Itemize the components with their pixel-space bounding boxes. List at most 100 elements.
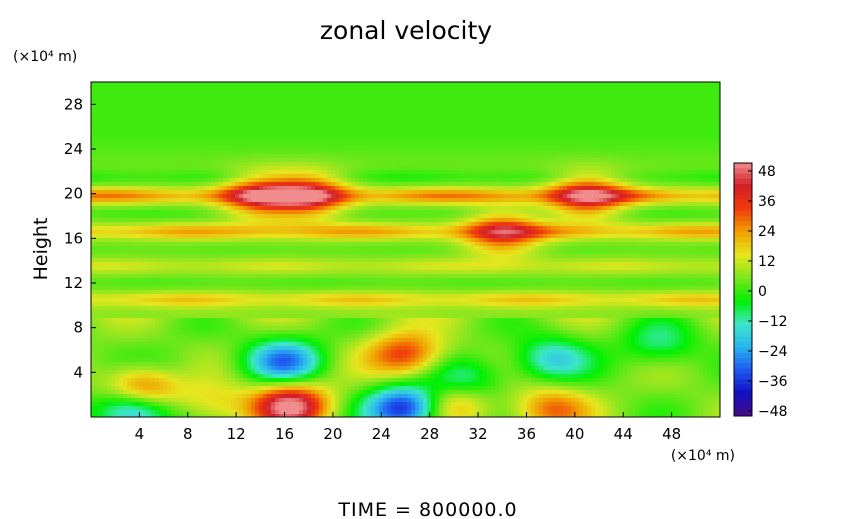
heatmap-cell (159, 202, 164, 207)
heatmap-cell (467, 186, 472, 191)
heatmap-cell (227, 198, 232, 203)
heatmap-cell (223, 110, 228, 115)
heatmap-cell (647, 146, 652, 151)
heatmap-cell (111, 190, 116, 195)
heatmap-cell (183, 190, 188, 195)
heatmap-cell (139, 82, 144, 87)
heatmap-cell (331, 158, 336, 163)
heatmap-cell (419, 102, 424, 107)
heatmap-cell (231, 110, 236, 115)
heatmap-cell (451, 162, 456, 167)
heatmap-cell (203, 130, 208, 135)
heatmap-cell (219, 150, 224, 155)
heatmap-cell (639, 138, 644, 143)
heatmap-cell (155, 150, 160, 155)
heatmap-cell (259, 174, 264, 179)
heatmap-cell (379, 146, 384, 151)
heatmap-cell (235, 166, 240, 171)
heatmap-cell (663, 186, 668, 191)
heatmap-cell (359, 98, 364, 103)
heatmap-cell (639, 150, 644, 155)
heatmap-cell (455, 82, 460, 87)
heatmap-cell (343, 106, 348, 111)
heatmap-cell (547, 146, 552, 151)
heatmap-cell (643, 118, 648, 123)
heatmap-cell (199, 106, 204, 111)
heatmap-cell (499, 170, 504, 175)
heatmap-cell (327, 178, 332, 183)
heatmap-cell (291, 146, 296, 151)
heatmap-cell (359, 86, 364, 91)
heatmap-cell (503, 122, 508, 127)
heatmap-cell (587, 154, 592, 159)
heatmap-cell (499, 198, 504, 203)
heatmap-cell (187, 86, 192, 91)
heatmap-cell (287, 174, 292, 179)
heatmap-cell (587, 90, 592, 95)
heatmap-cell (127, 82, 132, 87)
heatmap-cell (223, 198, 228, 203)
heatmap-cell (591, 170, 596, 175)
heatmap-cell (715, 142, 720, 147)
heatmap-cell (563, 86, 568, 91)
heatmap-cell (503, 86, 508, 91)
heatmap-cell (359, 138, 364, 143)
heatmap-cell (631, 94, 636, 99)
heatmap-cell (195, 94, 200, 99)
heatmap-cell (591, 122, 596, 127)
heatmap-cell (587, 82, 592, 87)
heatmap-cell (191, 114, 196, 119)
heatmap-cell (439, 166, 444, 171)
heatmap-cell (107, 166, 112, 171)
heatmap-cell (203, 82, 208, 87)
heatmap-cell (139, 118, 144, 123)
heatmap-cell (635, 142, 640, 147)
heatmap-cell (531, 142, 536, 147)
heatmap-cell (191, 110, 196, 115)
heatmap-cell (451, 94, 456, 99)
heatmap-cell (607, 106, 612, 111)
heatmap-cell (315, 166, 320, 171)
heatmap-cell (263, 170, 268, 175)
heatmap-cell (707, 150, 712, 155)
heatmap-cell (239, 86, 244, 91)
heatmap-cell (411, 126, 416, 131)
heatmap-cell (647, 90, 652, 95)
heatmap-cell (227, 130, 232, 135)
heatmap-cell (267, 186, 272, 191)
heatmap-cell (395, 166, 400, 171)
heatmap-cell (263, 82, 268, 87)
heatmap-cell (399, 126, 404, 131)
heatmap-cell (311, 98, 316, 103)
heatmap-cell (359, 170, 364, 175)
heatmap-cell (379, 162, 384, 167)
heatmap-cell (203, 170, 208, 175)
heatmap-cell (215, 182, 220, 187)
heatmap-cell (251, 154, 256, 159)
heatmap-cell (707, 98, 712, 103)
heatmap-cell (407, 206, 412, 211)
heatmap-cell (351, 158, 356, 163)
heatmap-cell (547, 114, 552, 119)
heatmap-cell (187, 118, 192, 123)
heatmap-cell (135, 202, 140, 207)
heatmap-cell (299, 158, 304, 163)
heatmap-cell (695, 102, 700, 107)
heatmap-cell (115, 82, 120, 87)
heatmap-cell (243, 158, 248, 163)
heatmap-cell (227, 102, 232, 107)
heatmap-cell (659, 114, 664, 119)
heatmap-cell (643, 150, 648, 155)
heatmap-cell (219, 106, 224, 111)
heatmap-cell (451, 86, 456, 91)
heatmap-cell (139, 134, 144, 139)
heatmap-cell (311, 170, 316, 175)
heatmap-cell (647, 86, 652, 91)
heatmap-cell (419, 162, 424, 167)
heatmap-cell (231, 146, 236, 151)
heatmap-cell (111, 90, 116, 95)
heatmap-cell (99, 202, 104, 207)
heatmap-cell (163, 186, 168, 191)
heatmap-cell (167, 126, 172, 131)
heatmap-cell (415, 126, 420, 131)
